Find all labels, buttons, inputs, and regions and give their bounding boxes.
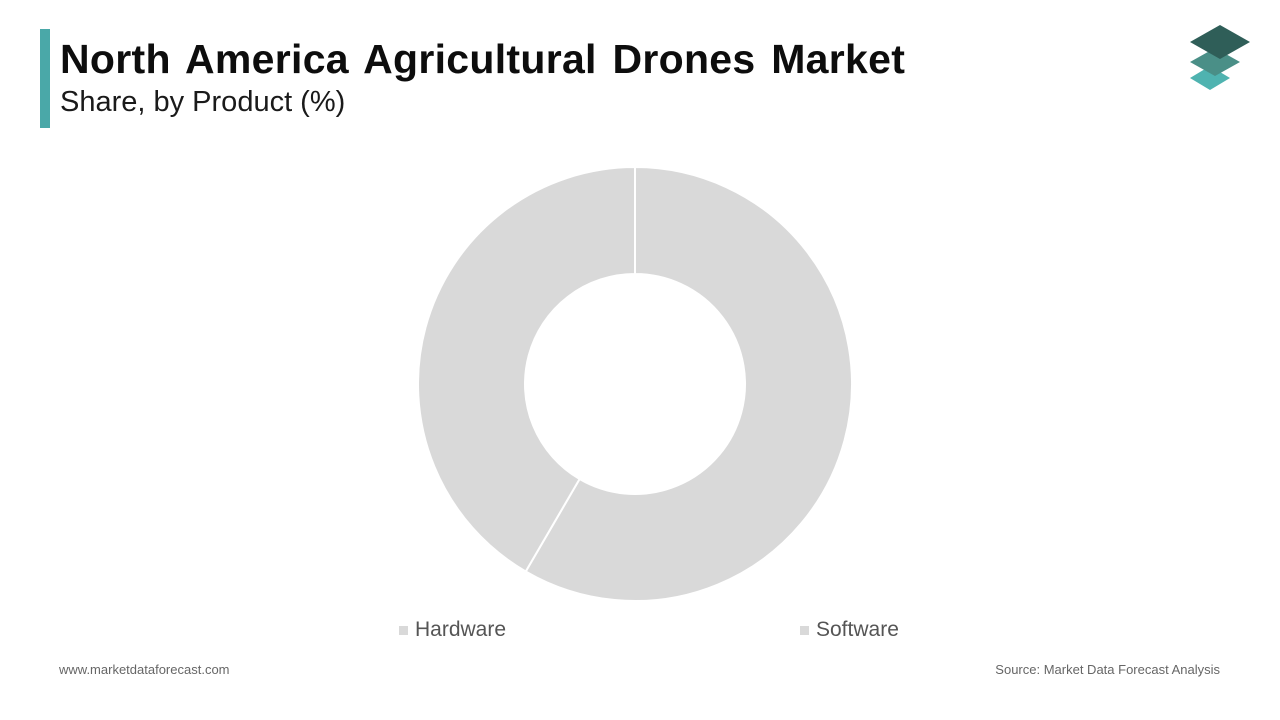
footer-source: Source: Market Data Forecast Analysis — [995, 662, 1220, 677]
legend-swatch-software — [800, 625, 809, 635]
logo-layer-middle — [1190, 48, 1240, 76]
legend-item-hardware: Hardware — [399, 618, 506, 642]
title-accent-bar — [40, 29, 50, 128]
donut-slices — [417, 165, 853, 602]
stacked-layers-logo-icon — [1190, 25, 1250, 90]
legend-item-software: Software — [800, 618, 899, 642]
donut-slice-hardware — [524, 165, 853, 602]
footer-website: www.marketdataforecast.com — [59, 662, 230, 677]
legend-swatch-hardware — [399, 625, 408, 635]
chart-title: North America Agricultural Drones Market — [60, 36, 906, 82]
chart-subtitle: Share, by Product (%) — [60, 86, 346, 118]
donut-slice-software — [417, 165, 636, 573]
legend-label-hardware: Hardware — [415, 618, 507, 641]
legend-label-software: Software — [816, 618, 899, 641]
logo-layer-top — [1190, 25, 1250, 59]
